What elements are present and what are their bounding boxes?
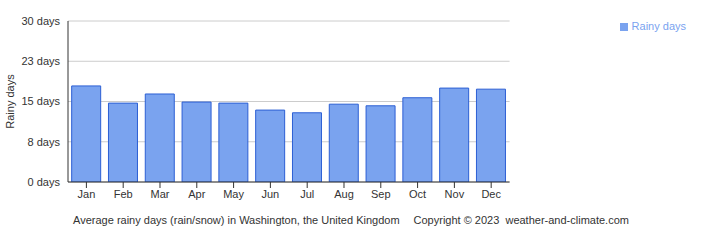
svg-text:Aug: Aug — [334, 188, 354, 200]
html-text:Average rainy days (rain/snow): Average rainy days (rain/snow) in Washin… — [73, 214, 400, 226]
svg-text:Apr: Apr — [188, 188, 205, 200]
svg-text:0 days: 0 days — [28, 176, 61, 188]
svg-text:Rainy days: Rainy days — [8, 74, 16, 129]
svg-text:23 days: 23 days — [21, 55, 60, 67]
svg-text:Feb: Feb — [114, 188, 133, 200]
svg-text:Sep: Sep — [371, 188, 391, 200]
svg-text:Jan: Jan — [78, 188, 96, 200]
svg-text:15 days: 15 days — [21, 95, 60, 107]
svg-text:Dec: Dec — [481, 188, 501, 200]
svg-text:Nov: Nov — [445, 188, 465, 200]
svg-text:Jun: Jun — [262, 188, 280, 200]
svg-text:Jul: Jul — [300, 188, 314, 200]
svg-text:May: May — [223, 188, 244, 200]
html-text:Copyright © 2023 weather-and-c: Copyright © 2023 weather-and-climate.com — [413, 214, 629, 226]
svg-text:Oct: Oct — [409, 188, 426, 200]
svg-text:8 days: 8 days — [28, 136, 61, 148]
html-text:Rainy days: Rainy days — [631, 20, 686, 32]
svg-text:Mar: Mar — [151, 188, 170, 200]
svg-text:30 days: 30 days — [21, 15, 60, 27]
